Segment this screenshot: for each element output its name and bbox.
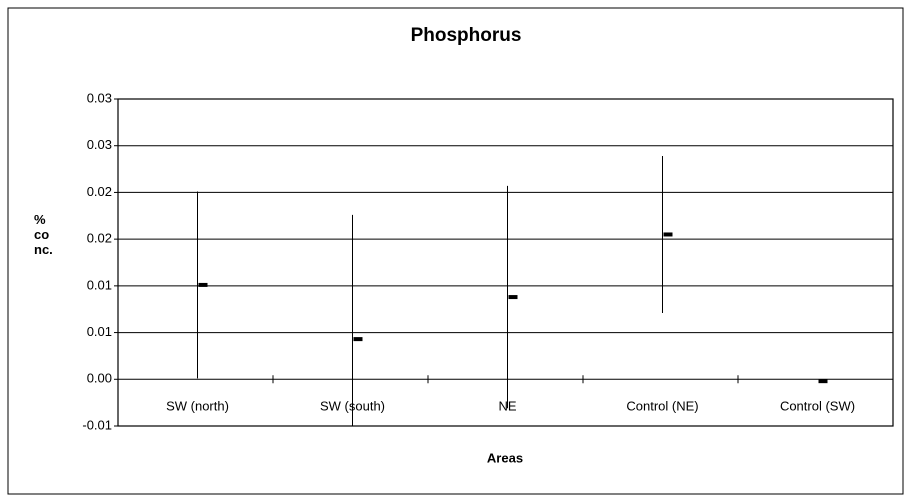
- chart-title: Phosphorus: [411, 25, 522, 46]
- x-tick-label: SW (north): [166, 398, 229, 413]
- y-tick-label: 0.02: [87, 231, 112, 246]
- mean-marker: [353, 337, 363, 342]
- x-axis-label: Areas: [487, 450, 523, 465]
- mean-marker: [198, 282, 208, 287]
- mean-marker: [508, 295, 518, 300]
- x-tick-label: Control (SW): [780, 398, 855, 413]
- y-tick-label: 0.01: [87, 324, 112, 339]
- y-axis-label: % co nc.: [34, 212, 53, 257]
- y-tick-label: -0.01: [82, 417, 112, 432]
- x-tick-label: Control (NE): [626, 398, 698, 413]
- y-tick-label: 0.01: [87, 277, 112, 292]
- mean-marker: [663, 232, 673, 237]
- y-tick-label: 0.03: [87, 90, 112, 105]
- y-tick-label: 0.03: [87, 137, 112, 152]
- plot-area: [117, 98, 894, 427]
- mean-marker: [818, 379, 828, 384]
- y-tick-label: 0.02: [87, 184, 112, 199]
- y-tick-label: 0.00: [87, 371, 112, 386]
- chart-border: [7, 7, 904, 495]
